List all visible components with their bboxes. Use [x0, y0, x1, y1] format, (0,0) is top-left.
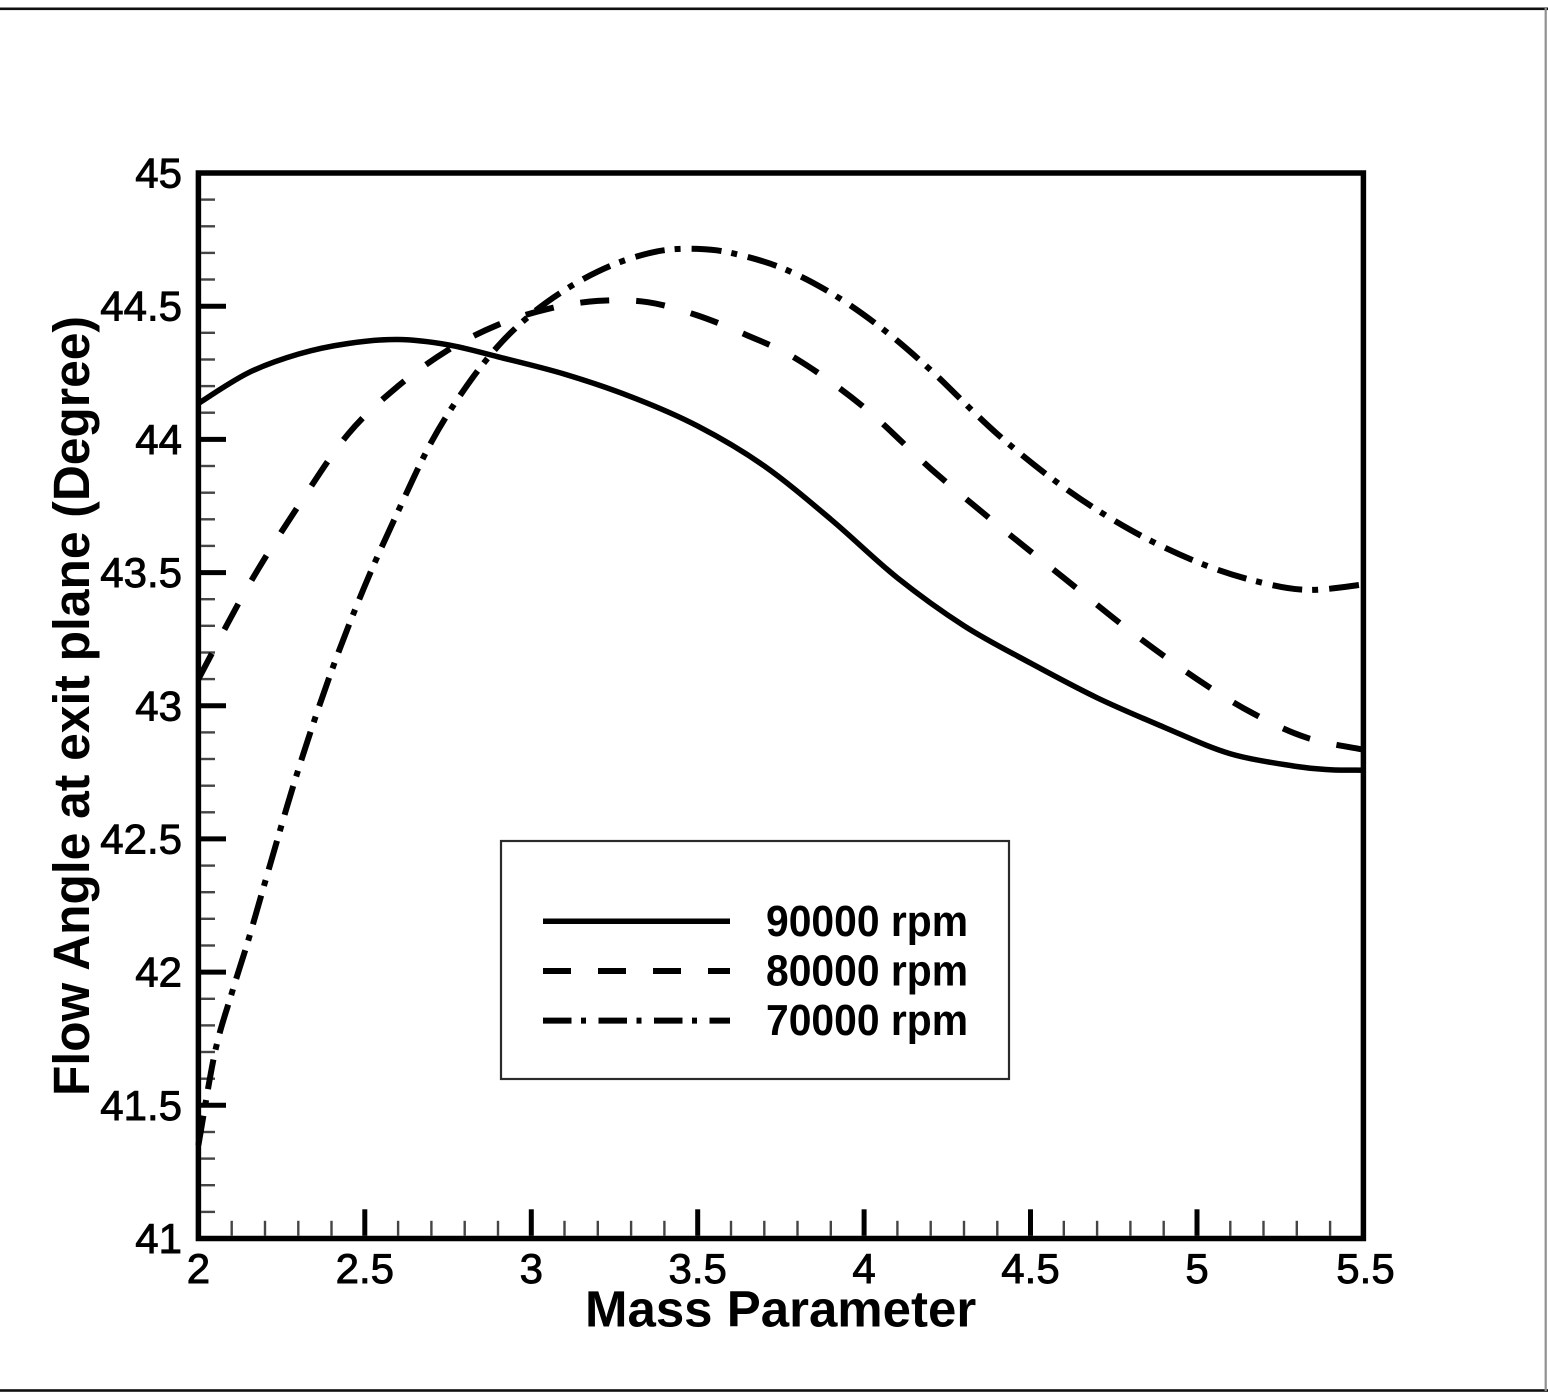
svg-text:5.5: 5.5 — [1336, 1245, 1394, 1292]
svg-text:Flow Angle at exit plane (Degr: Flow Angle at exit plane (Degree) — [43, 316, 100, 1096]
svg-text:44: 44 — [135, 416, 182, 463]
svg-text:41.5: 41.5 — [100, 1082, 182, 1129]
svg-text:42: 42 — [135, 949, 182, 996]
svg-text:4.5: 4.5 — [1001, 1245, 1059, 1292]
svg-text:43: 43 — [135, 682, 182, 729]
svg-text:45: 45 — [135, 150, 182, 197]
svg-text:3: 3 — [520, 1245, 543, 1292]
svg-text:4: 4 — [852, 1245, 875, 1292]
svg-text:2: 2 — [187, 1245, 210, 1292]
svg-text:42.5: 42.5 — [100, 815, 182, 862]
svg-text:3.5: 3.5 — [669, 1245, 727, 1292]
svg-text:43.5: 43.5 — [100, 549, 182, 596]
svg-text:5: 5 — [1185, 1245, 1208, 1292]
svg-text:2.5: 2.5 — [336, 1245, 394, 1292]
svg-text:70000 rpm: 70000 rpm — [766, 997, 968, 1045]
svg-text:44.5: 44.5 — [100, 283, 182, 330]
svg-text:90000 rpm: 90000 rpm — [766, 898, 968, 946]
svg-text:41: 41 — [135, 1215, 182, 1262]
svg-text:80000 rpm: 80000 rpm — [766, 948, 968, 996]
svg-text:Mass Parameter: Mass Parameter — [585, 1281, 976, 1338]
